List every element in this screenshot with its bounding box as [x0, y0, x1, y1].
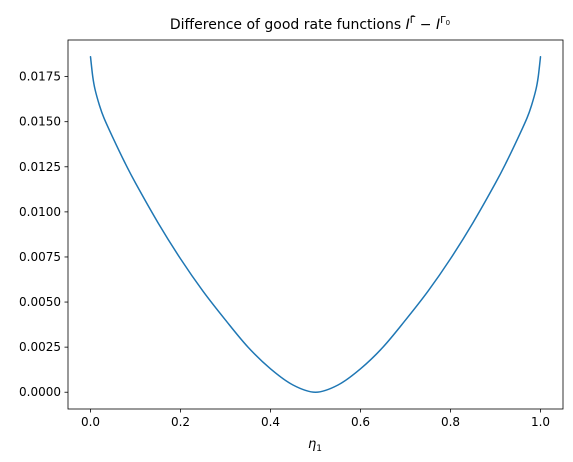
chart-title: Difference of good rate functions IΓ̄ − … — [170, 15, 450, 33]
y-tick-label: 0.0100 — [19, 205, 61, 219]
y-tick-label: 0.0050 — [19, 295, 61, 309]
y-axis: 0.0000 0.0025 0.0050 0.0075 0.0100 0.0125 0.01… — [19, 70, 68, 399]
x-tick-label: 0.8 — [441, 415, 460, 429]
chart-title-term2: I — [436, 17, 440, 33]
y-tick-label: 0.0125 — [19, 160, 61, 174]
x-tick-label: 0.0 — [81, 415, 100, 429]
chart-title-operator: − — [415, 17, 436, 33]
series-line — [89, 56, 542, 393]
x-tick-label: 0.2 — [171, 415, 190, 429]
chart-title-term2-sup: Γ — [440, 15, 446, 26]
chart-title-term1: I — [406, 17, 410, 33]
chart-title-main: Difference of good rate functions — [170, 17, 406, 33]
y-tick-label: 0.0000 — [19, 385, 61, 399]
x-axis-label-base: η — [308, 437, 316, 452]
y-tick-label: 0.0175 — [19, 70, 61, 84]
y-tick-label: 0.0025 — [19, 340, 61, 354]
x-axis-label: η1 — [308, 437, 322, 454]
chart-title-term1-sup: Γ̄ — [410, 15, 416, 26]
x-tick-label: 1.0 — [531, 415, 550, 429]
chart-title-term2-sup-sub: 0 — [446, 19, 450, 27]
x-axis: 0.0 0.2 0.4 0.6 0.8 1.0 — [81, 409, 550, 429]
x-axis-label-sub: 1 — [316, 444, 322, 454]
y-tick-label: 0.0150 — [19, 115, 61, 129]
plot-frame — [67, 39, 564, 410]
y-tick-label: 0.0075 — [19, 250, 61, 264]
x-tick-label: 0.6 — [351, 415, 370, 429]
x-tick-label: 0.4 — [261, 415, 280, 429]
